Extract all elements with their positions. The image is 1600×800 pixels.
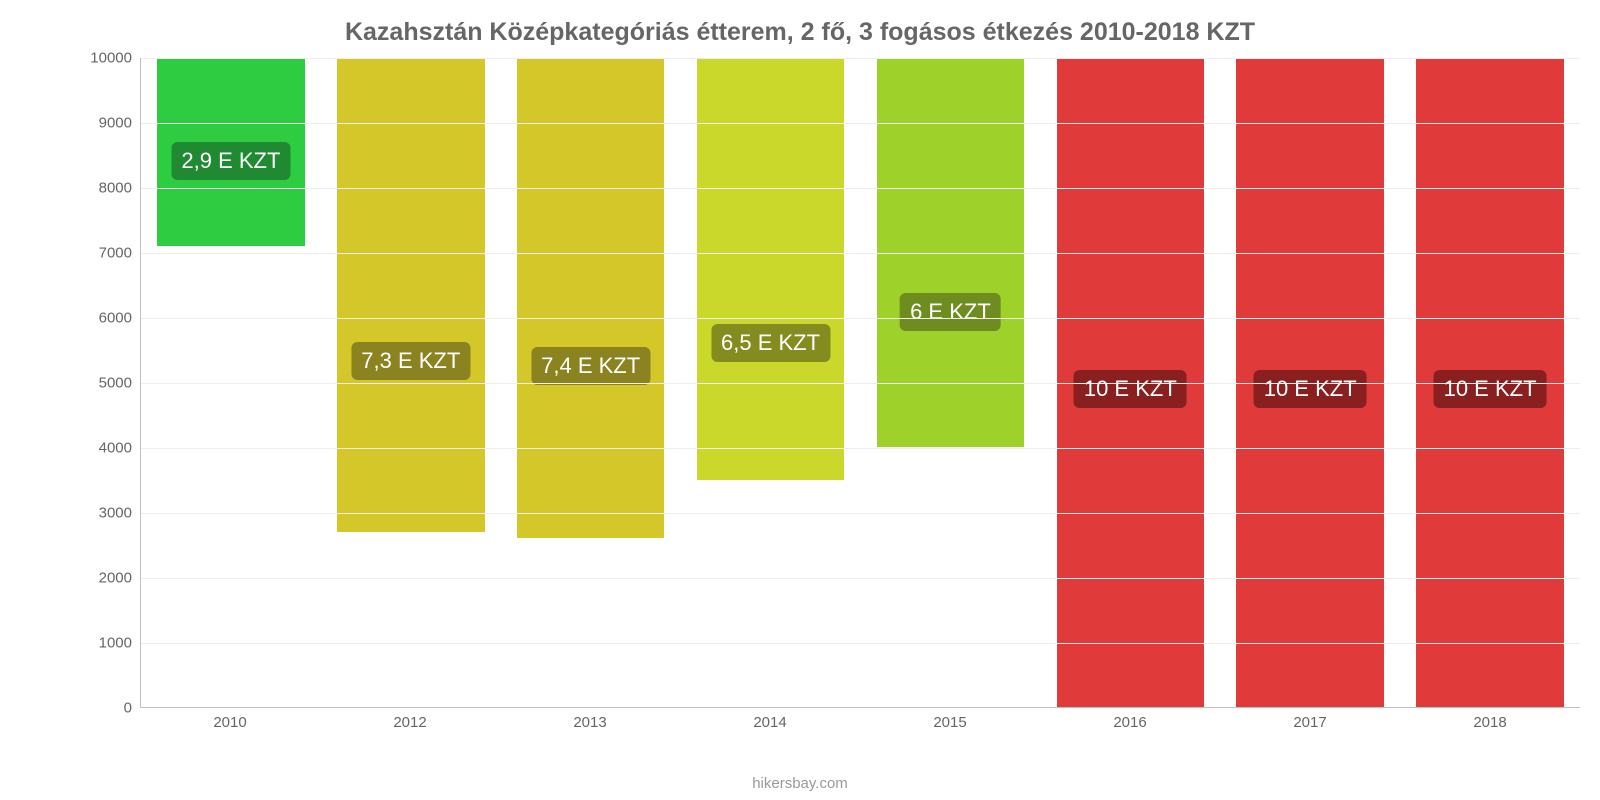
gridline [141,58,1580,59]
x-tick-label: 2018 [1400,708,1580,738]
bar: 6,5 E KZT [697,58,844,480]
y-tick-label: 2000 [99,570,132,587]
y-tick-label: 7000 [99,245,132,262]
bar: 7,4 E KZT [517,58,664,538]
bar-value-label: 6 E KZT [900,293,1001,331]
y-tick-label: 6000 [99,310,132,327]
bar-value-label: 10 E KZT [1254,370,1367,408]
gridline [141,383,1580,384]
y-axis: 0100020003000400050006000700080009000100… [80,58,140,738]
gridline [141,578,1580,579]
y-tick-label: 1000 [99,635,132,652]
y-tick-label: 8000 [99,180,132,197]
chart-title: Kazahsztán Középkategóriás étterem, 2 fő… [0,0,1600,47]
plot-area: 2,9 E KZT 7,3 E KZT 7,4 E KZT 6,5 E KZT 6 E … [140,58,1580,708]
bar-value-label: 2,9 E KZT [171,142,290,180]
gridline [141,513,1580,514]
gridline [141,188,1580,189]
attribution: hikersbay.com [0,775,1600,792]
x-tick-label: 2010 [140,708,320,738]
bar: 7,3 E KZT [337,58,484,532]
gridline [141,253,1580,254]
y-tick-label: 4000 [99,440,132,457]
bar-value-label: 7,3 E KZT [351,342,470,380]
x-tick-label: 2015 [860,708,1040,738]
x-tick-label: 2016 [1040,708,1220,738]
bar-value-label: 6,5 E KZT [711,324,830,362]
bar-value-label: 10 E KZT [1434,370,1547,408]
x-tick-label: 2017 [1220,708,1400,738]
bar: 2,9 E KZT [157,58,304,246]
y-tick-label: 5000 [99,375,132,392]
x-tick-label: 2014 [680,708,860,738]
bar-value-label: 7,4 E KZT [531,347,650,385]
bar-value-label: 10 E KZT [1074,370,1187,408]
y-tick-label: 9000 [99,115,132,132]
x-tick-label: 2012 [320,708,500,738]
gridline [141,123,1580,124]
gridline [141,643,1580,644]
x-tick-label: 2013 [500,708,680,738]
y-tick-label: 10000 [90,50,132,67]
gridline [141,318,1580,319]
chart-area: 0100020003000400050006000700080009000100… [80,58,1580,738]
x-axis: 20102012201320142015201620172018 [140,708,1580,738]
y-tick-label: 3000 [99,505,132,522]
y-tick-label: 0 [124,700,132,717]
gridline [141,448,1580,449]
